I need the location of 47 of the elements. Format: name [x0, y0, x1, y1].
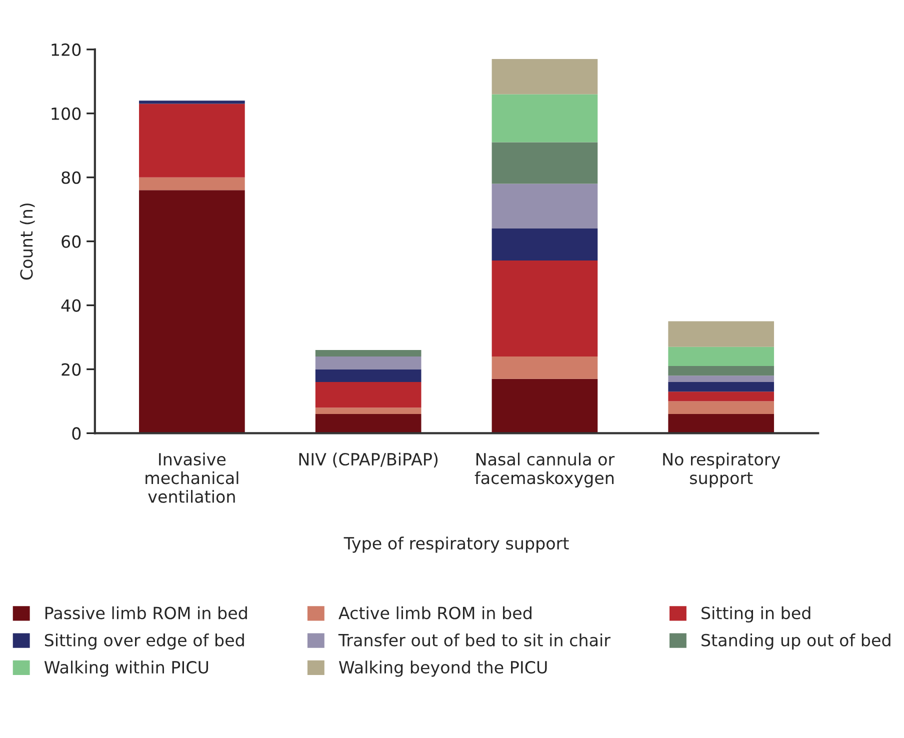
bar	[139, 177, 245, 190]
y-tick-label: 60	[62, 235, 81, 248]
legend-label: Transfer out of bed to sit in chair	[338, 634, 610, 646]
bar	[668, 392, 774, 402]
bar	[492, 59, 598, 94]
x-axis-title: Type of respiratory support	[344, 536, 569, 553]
bar	[668, 321, 774, 347]
bar	[668, 401, 774, 414]
bar	[315, 408, 422, 414]
legend-label: Passive limb ROM in bed	[45, 606, 247, 620]
bar	[668, 414, 774, 434]
bar	[492, 94, 598, 142]
legend-label: Sitting in bed	[702, 606, 810, 623]
bar	[315, 369, 422, 382]
legend-label: Sitting over edge of bed	[44, 634, 244, 650]
bar	[492, 184, 598, 229]
y-tick-label: 40	[61, 299, 81, 312]
bar	[492, 228, 598, 261]
bar	[492, 142, 598, 184]
y-tick-label: 120	[52, 43, 81, 56]
bar	[492, 356, 598, 379]
bar	[315, 382, 422, 408]
bar	[668, 376, 774, 382]
y-tick-label: 100	[52, 107, 81, 120]
legend-label: Walking beyond the PICU	[338, 660, 547, 677]
bar	[139, 100, 245, 104]
bar	[139, 190, 245, 434]
y-tick-label: 0	[72, 427, 81, 440]
bar	[492, 378, 598, 434]
x-tick-label: No respiratory support	[663, 452, 780, 488]
bar	[315, 414, 422, 434]
bar	[492, 260, 598, 356]
y-axis-title: Count (n)	[20, 204, 35, 280]
x-tick-label: Nasal cannula or facemaskoxygen	[474, 452, 615, 488]
y-tick-label: 20	[62, 363, 81, 376]
bar	[315, 356, 422, 370]
y-tick-label: 80	[62, 171, 81, 184]
legend-label: Walking within PICU	[44, 660, 208, 677]
bar	[668, 366, 774, 376]
legend-label: Standing up out of bed	[702, 634, 890, 650]
bar	[315, 350, 422, 356]
bar	[668, 346, 774, 366]
legend-label: Active limb ROM in bed	[338, 606, 532, 620]
bar	[668, 382, 774, 392]
bar	[139, 104, 245, 178]
x-tick-label: NIV (CPAP/BiPAP)	[299, 452, 438, 468]
x-tick-label: Invasive mechanical ventilation	[146, 452, 238, 503]
